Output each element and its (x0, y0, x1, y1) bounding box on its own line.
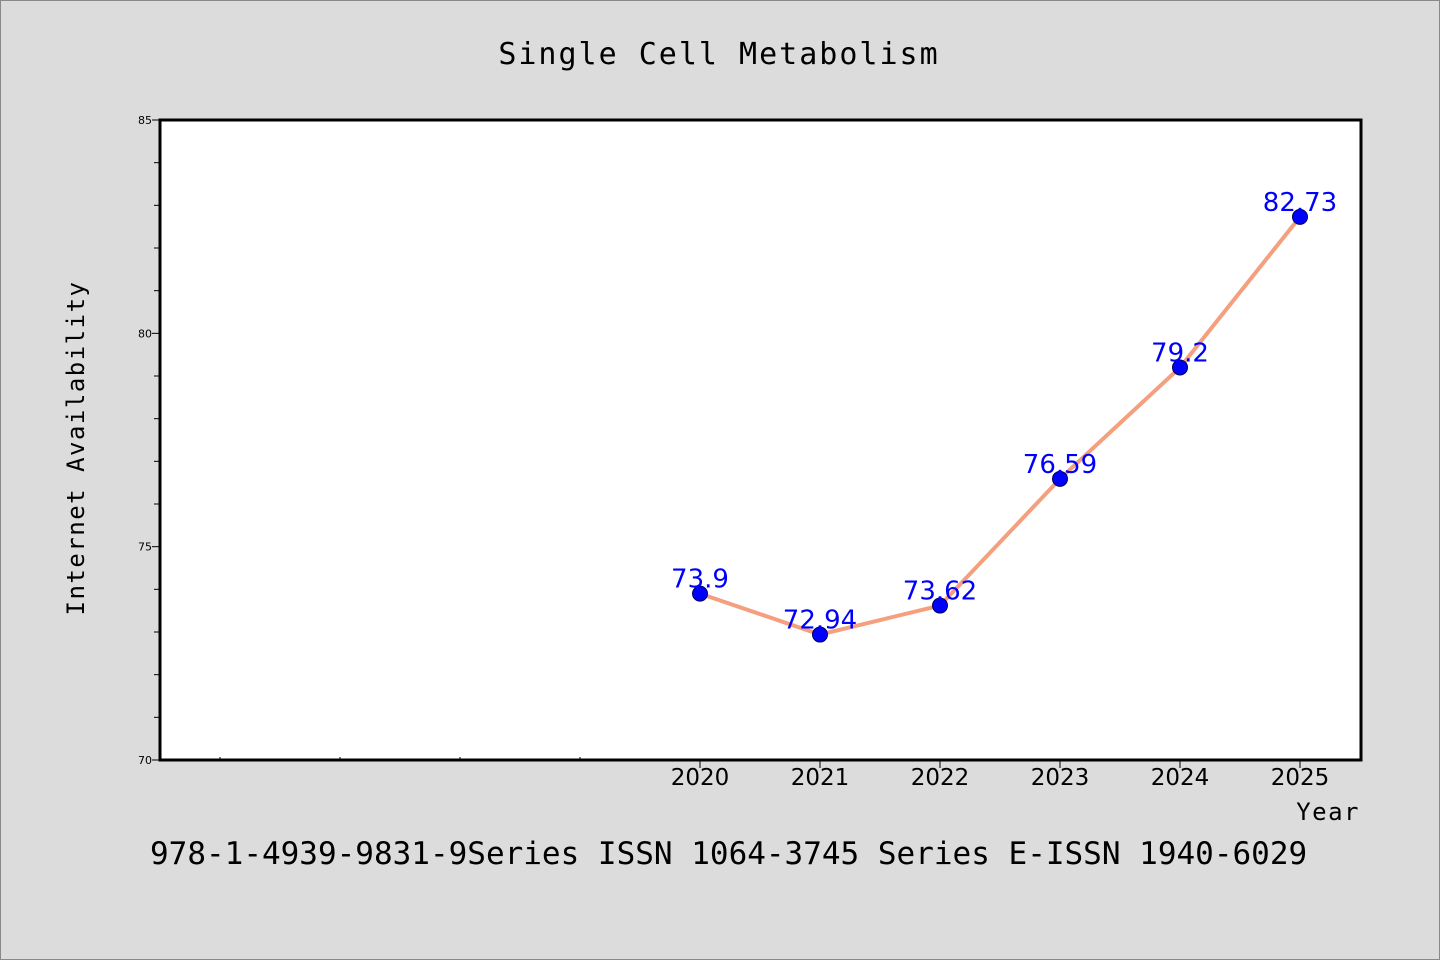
data-point (932, 597, 948, 614)
data-label: 82.73 (1263, 188, 1337, 218)
chart-title: Single Cell Metabolism (498, 37, 939, 72)
plot-area (160, 120, 1361, 760)
data-label: 73.9 (671, 565, 729, 595)
x-tick-label: 2021 (791, 765, 850, 791)
data-label: 72.94 (783, 606, 857, 636)
data-label: 76.59 (1023, 450, 1097, 480)
plot-border (158, 118, 1363, 762)
y-tick-label: 70 (138, 754, 152, 767)
y-tick-label: 75 (138, 541, 152, 554)
x-axis-title: Year (1296, 798, 1360, 826)
x-tick-label: 2020 (671, 765, 730, 791)
series-line (698, 214, 1302, 637)
x-axis: 2020 2021 2022 2023 2024 2025 (671, 760, 1330, 791)
data-label: 79.2 (1151, 338, 1209, 368)
footer-isbn-text: 978-1-4939-9831-9Series ISSN 1064-3745 S… (150, 836, 1307, 872)
data-point (1172, 359, 1188, 376)
data-point (1052, 470, 1068, 487)
y-axis: 70 75 80 85 (138, 114, 160, 767)
x-tick-label: 2022 (911, 765, 970, 791)
x-tick-label: 2024 (1151, 765, 1210, 791)
y-axis-title: Internet Availability (62, 281, 90, 616)
data-point (692, 585, 708, 602)
x-tick-label: 2023 (1031, 765, 1090, 791)
x-tick-label: 2025 (1271, 765, 1330, 791)
y-tick-label: 80 (138, 327, 152, 340)
data-point (812, 626, 828, 643)
data-point (1292, 208, 1308, 225)
data-labels: 73.9 72.94 73.62 76.59 79.2 82.73 (671, 188, 1337, 636)
y-tick-label: 85 (138, 114, 152, 127)
data-markers (692, 208, 1308, 643)
series-line-group (698, 214, 1302, 637)
data-label: 73.62 (903, 577, 977, 607)
